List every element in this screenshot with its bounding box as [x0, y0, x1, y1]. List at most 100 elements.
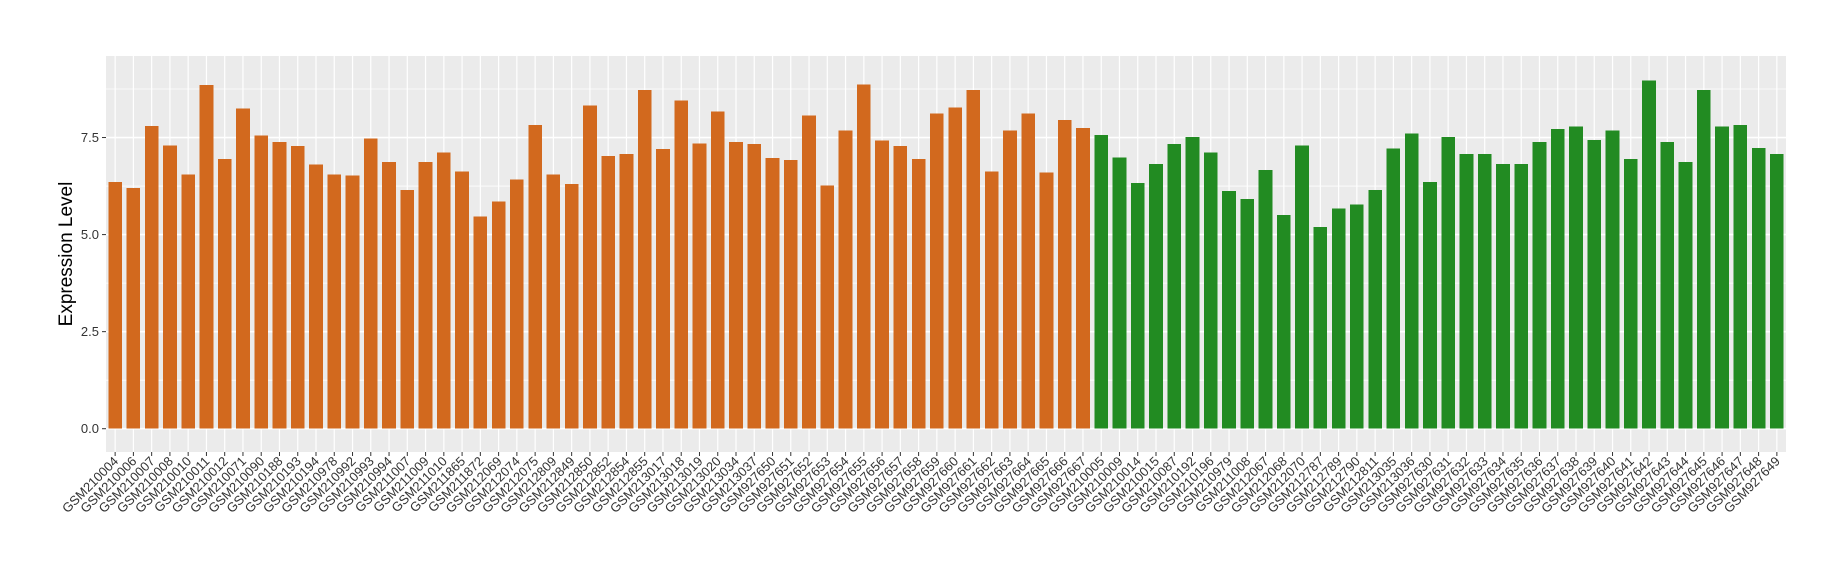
bar-GSM927640: [1605, 130, 1620, 429]
bar-GSM927663: [1003, 130, 1017, 429]
bar-GSM210992: [345, 175, 360, 429]
bar-GSM211872: [473, 216, 488, 429]
bar-GSM927655: [856, 84, 871, 429]
bar-GSM927634: [1496, 163, 1510, 429]
bar-GSM927656: [875, 140, 889, 429]
bar-GSM927639: [1587, 140, 1602, 429]
bar-GSM927645: [1696, 90, 1711, 429]
bar-GSM927641: [1623, 158, 1638, 429]
bar-GSM210014: [1130, 182, 1145, 429]
bar-GSM211009: [418, 161, 433, 429]
bar-GSM210009: [1112, 157, 1127, 429]
bar-GSM927648: [1751, 148, 1766, 429]
bar-GSM927638: [1569, 126, 1583, 429]
bar-GSM212070: [1295, 145, 1309, 429]
bar-GSM927642: [1642, 80, 1656, 429]
bar-GSM927643: [1660, 142, 1675, 429]
bar-GSM211865: [455, 171, 469, 429]
bar-GSM212069: [491, 201, 506, 429]
x-axis-ticks: GSM210004GSM210006GSM210007GSM210008GSM2…: [59, 452, 1783, 516]
bar-GSM212075: [528, 125, 542, 429]
bar-GSM213035: [1386, 148, 1401, 429]
bar-GSM927657: [893, 146, 908, 429]
bar-GSM210090: [254, 135, 269, 429]
y-axis-ticks: 0.0 2.5 5.0 7.5: [81, 130, 106, 436]
bar-GSM212074: [510, 179, 524, 429]
bar-GSM212068: [1276, 215, 1291, 429]
bar-GSM927631: [1441, 136, 1456, 429]
bar-GSM210192: [1185, 136, 1200, 429]
bar-GSM927632: [1459, 154, 1474, 429]
y-tick-label: 7.5: [81, 130, 99, 145]
bar-GSM213017: [656, 149, 670, 429]
y-tick-label: 5.0: [81, 227, 99, 242]
bar-GSM927630: [1423, 182, 1437, 429]
y-tick-label: 2.5: [81, 324, 99, 339]
y-axis-title: Expression Level: [56, 182, 77, 327]
bar-GSM211007: [400, 189, 415, 429]
bar-GSM212067: [1258, 169, 1273, 429]
bar-GSM210007: [144, 125, 159, 429]
bar-GSM927664: [1021, 113, 1036, 429]
bar-GSM210071: [236, 108, 250, 429]
bar-GSM210010: [181, 174, 196, 429]
bar-GSM927659: [930, 113, 944, 429]
bar-GSM212789: [1331, 208, 1346, 429]
bar-GSM927652: [802, 115, 816, 429]
bar-GSM210006: [126, 188, 141, 429]
bar-GSM210194: [309, 164, 323, 429]
bars: [108, 80, 1784, 429]
bar-GSM927658: [911, 158, 926, 429]
bar-GSM210994: [382, 161, 396, 429]
bar-GSM210012: [217, 158, 232, 429]
bar-GSM212787: [1313, 226, 1328, 429]
bar-GSM213034: [729, 142, 743, 429]
bar-GSM211010: [436, 152, 451, 429]
bar-GSM210196: [1203, 152, 1218, 429]
bar-GSM212852: [601, 155, 616, 429]
bar-GSM927637: [1550, 128, 1565, 429]
bar-GSM213036: [1404, 133, 1419, 429]
y-tick-label: 0.0: [81, 421, 99, 436]
bar-GSM927633: [1477, 153, 1492, 429]
bar-GSM212855: [637, 90, 652, 429]
bar-GSM210188: [272, 142, 287, 429]
bar-GSM927654: [838, 130, 853, 429]
bar-GSM210979: [1222, 191, 1236, 429]
bar-GSM927666: [1057, 120, 1072, 429]
bar-GSM212811: [1368, 189, 1382, 429]
bar-GSM210087: [1167, 144, 1182, 429]
bar-GSM212849: [564, 184, 579, 429]
bar-GSM927644: [1678, 161, 1693, 429]
bar-GSM212790: [1350, 204, 1364, 429]
bar-GSM210005: [1094, 134, 1109, 429]
bar-GSM927650: [765, 158, 780, 429]
bar-GSM927646: [1715, 126, 1729, 429]
bar-GSM927661: [966, 90, 981, 429]
bar-GSM210978: [327, 174, 342, 429]
bar-GSM927667: [1076, 127, 1090, 429]
bar-GSM210193: [290, 146, 305, 429]
bar-GSM210004: [108, 182, 122, 429]
bar-GSM213037: [747, 144, 762, 429]
bar-GSM927636: [1532, 142, 1547, 429]
bar-GSM210008: [163, 145, 177, 429]
bar-GSM212809: [546, 174, 561, 429]
bar-GSM927647: [1733, 125, 1748, 429]
bar-GSM212850: [583, 105, 597, 429]
bar-GSM927649: [1770, 153, 1784, 429]
bar-GSM927651: [783, 160, 798, 429]
bar-GSM927665: [1039, 172, 1054, 429]
bar-GSM213018: [674, 100, 689, 429]
bar-GSM212854: [619, 153, 634, 429]
bar-GSM927653: [820, 185, 835, 429]
bar-GSM927635: [1514, 163, 1529, 429]
bar-GSM927662: [984, 171, 999, 429]
bar-GSM213020: [710, 111, 725, 429]
bar-GSM927660: [948, 107, 962, 429]
bar-GSM213019: [692, 143, 707, 429]
bar-GSM210993: [363, 138, 378, 429]
bar-GSM210011: [199, 85, 214, 429]
